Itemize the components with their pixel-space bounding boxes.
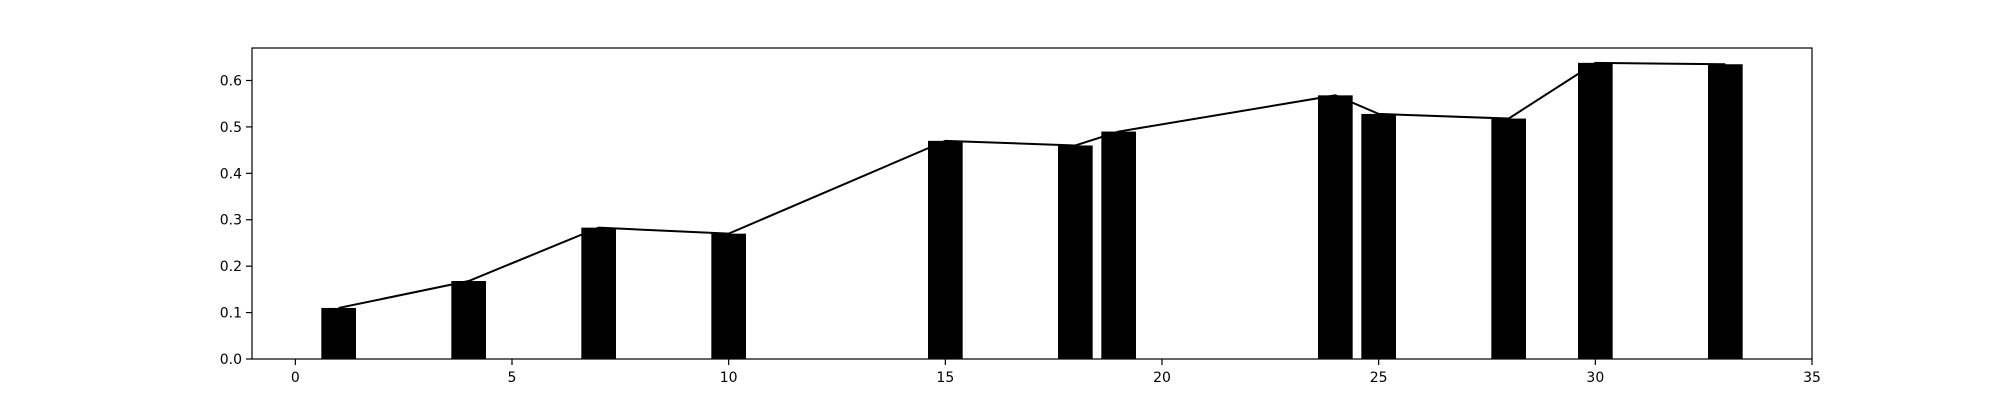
bar-15: [928, 140, 963, 359]
trend-line: [338, 61, 1726, 309]
x-tick-label: 20: [1153, 370, 1171, 386]
x-tick-label: 25: [1370, 370, 1388, 386]
bar-25: [1361, 113, 1396, 360]
y-tick-label: 0.6: [220, 73, 242, 89]
bar-18: [1058, 145, 1093, 359]
y-tick-label: 0.1: [220, 306, 242, 322]
bar-7: [581, 227, 616, 359]
bar-24: [1318, 95, 1353, 360]
x-tick-label: 10: [720, 370, 738, 386]
bar-1: [321, 307, 356, 359]
x-tick-label: 15: [936, 370, 954, 386]
y-tick-label: 0.0: [220, 352, 242, 368]
y-tick-label: 0.3: [220, 213, 242, 229]
plot-area: [252, 48, 1812, 359]
x-tick-label: 35: [1803, 370, 1821, 386]
y-tick-label: 0.4: [220, 166, 242, 182]
y-axis: 0.0 0.1 0.2 0.3 0.4 0.5 0.6: [220, 73, 252, 368]
x-tick-label: 30: [1586, 370, 1604, 386]
x-tick-label: 0: [291, 370, 300, 386]
y-tick-label: 0.2: [220, 259, 242, 275]
x-axis: 0 5 10 15 20 25 30 35: [291, 359, 1821, 386]
bar-10: [711, 233, 746, 359]
bar-19: [1101, 131, 1136, 359]
axes-frame: [251, 47, 1813, 360]
bars-layer: [321, 62, 1743, 360]
x-tick-label: 5: [508, 370, 517, 386]
bar-28: [1491, 118, 1526, 359]
bar-30: [1578, 62, 1613, 360]
bar-4: [451, 281, 486, 359]
y-tick-label: 0.5: [220, 120, 242, 136]
bar-33: [1708, 64, 1743, 359]
